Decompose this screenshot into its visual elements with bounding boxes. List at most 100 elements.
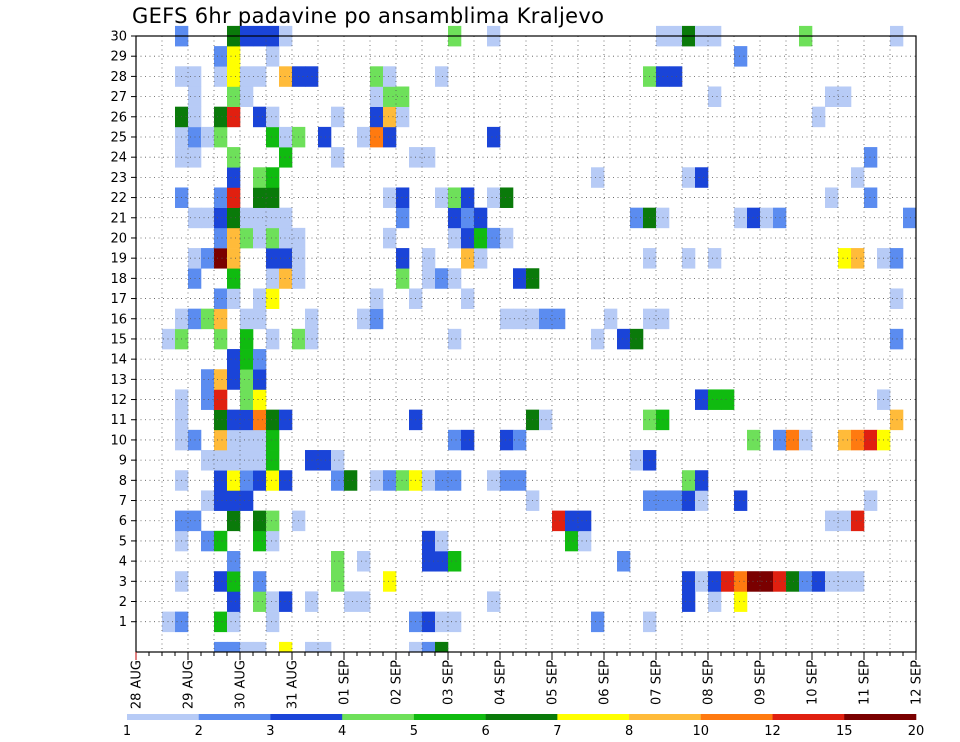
heatmap-cell xyxy=(461,227,475,249)
y-tick-label: 21 xyxy=(110,211,127,226)
heatmap-cell xyxy=(240,409,254,431)
heatmap-cell xyxy=(253,510,267,532)
heatmap-cell xyxy=(279,409,293,431)
heatmap-cell xyxy=(747,571,761,592)
heatmap-cell xyxy=(461,248,475,269)
heatmap-cells xyxy=(162,25,917,653)
heatmap-cell xyxy=(214,530,228,552)
heatmap-cell xyxy=(253,106,267,128)
y-tick-label: 18 xyxy=(110,272,127,287)
heatmap-cell xyxy=(682,167,696,188)
heatmap-cell xyxy=(630,450,644,471)
heatmap-cell xyxy=(682,490,696,511)
heatmap-cell xyxy=(422,641,436,653)
heatmap-cell xyxy=(201,369,215,390)
colorbar-label: 5 xyxy=(410,724,418,739)
heatmap-cell xyxy=(266,429,280,451)
colorbar-label: 7 xyxy=(553,724,561,739)
heatmap-cell xyxy=(266,106,280,128)
heatmap-cell xyxy=(396,207,410,229)
colorbar-swatch xyxy=(270,714,343,720)
heatmap-cell xyxy=(734,490,748,511)
heatmap-cell xyxy=(682,591,696,612)
heatmap-cell xyxy=(227,510,241,532)
heatmap-cell xyxy=(825,86,839,107)
heatmap-cell xyxy=(253,641,267,653)
heatmap-cell xyxy=(435,66,449,87)
heatmap-cell xyxy=(227,46,241,67)
heatmap-cell xyxy=(266,591,280,612)
heatmap-cell xyxy=(461,429,475,451)
heatmap-cell xyxy=(474,227,488,249)
y-tick-label: 28 xyxy=(110,70,127,85)
heatmap-cell xyxy=(851,248,865,269)
heatmap-cell xyxy=(279,641,293,653)
heatmap-cell xyxy=(214,409,228,431)
heatmap-cell xyxy=(253,187,267,208)
y-tick-label: 17 xyxy=(110,292,127,307)
heatmap-cell xyxy=(370,66,384,87)
heatmap-cell xyxy=(448,611,462,633)
heatmap-cell xyxy=(214,207,228,229)
heatmap-cell xyxy=(279,248,293,269)
heatmap-cell xyxy=(201,490,215,511)
heatmap-cell xyxy=(227,187,241,208)
heatmap-cell xyxy=(331,551,345,572)
heatmap-cell xyxy=(708,86,722,107)
heatmap-cell xyxy=(318,641,332,653)
heatmap-cell xyxy=(799,571,813,592)
heatmap-cell xyxy=(487,470,501,491)
heatmap-cell xyxy=(266,46,280,67)
heatmap-cell xyxy=(214,389,228,410)
heatmap-cell xyxy=(734,207,748,229)
heatmap-cell xyxy=(435,187,449,208)
heatmap-cell xyxy=(383,106,397,128)
heatmap-cell xyxy=(513,429,527,451)
x-tick-label: 07 SEP xyxy=(650,660,665,705)
heatmap-cell xyxy=(240,490,254,511)
heatmap-cell xyxy=(214,429,228,451)
x-tick-label: 05 SEP xyxy=(546,660,561,705)
heatmap-cell xyxy=(227,248,241,269)
heatmap-cell xyxy=(201,308,215,330)
heatmap-cell xyxy=(708,248,722,269)
heatmap-cell xyxy=(305,641,319,653)
heatmap-cell xyxy=(370,106,384,128)
heatmap-cell xyxy=(266,611,280,633)
heatmap-cell xyxy=(708,591,722,612)
heatmap-cell xyxy=(448,470,462,491)
heatmap-cell xyxy=(617,328,631,350)
y-tick-label: 5 xyxy=(119,534,127,549)
heatmap-cell xyxy=(747,429,761,451)
heatmap-cell xyxy=(227,611,241,633)
heatmap-cell xyxy=(487,126,501,148)
heatmap-cell xyxy=(812,106,826,128)
heatmap-cell xyxy=(253,450,267,471)
heatmap-cell xyxy=(383,86,397,107)
heatmap-cell xyxy=(695,167,709,188)
heatmap-cell xyxy=(474,207,488,229)
heatmap-cell xyxy=(383,66,397,87)
heatmap-cell xyxy=(578,530,592,552)
heatmap-cell xyxy=(435,470,449,491)
heatmap-cell xyxy=(435,641,449,653)
heatmap-cell xyxy=(253,349,267,370)
heatmap-cell xyxy=(721,389,735,410)
heatmap-cell xyxy=(214,248,228,269)
y-tick-label: 14 xyxy=(110,353,127,368)
heatmap-cell xyxy=(513,470,527,491)
heatmap-cell xyxy=(227,571,241,592)
heatmap-cell xyxy=(266,530,280,552)
heatmap-cell xyxy=(266,328,280,350)
heatmap-cell xyxy=(903,207,917,229)
heatmap-cell xyxy=(253,429,267,451)
heatmap-cell xyxy=(331,470,345,491)
y-tick-label: 20 xyxy=(110,231,127,246)
heatmap-cell xyxy=(370,470,384,491)
y-tick-label: 24 xyxy=(110,151,127,166)
heatmap-cell xyxy=(279,126,293,148)
heatmap-cell xyxy=(214,66,228,87)
heatmap-cell xyxy=(500,308,514,330)
heatmap-cell xyxy=(695,389,709,410)
